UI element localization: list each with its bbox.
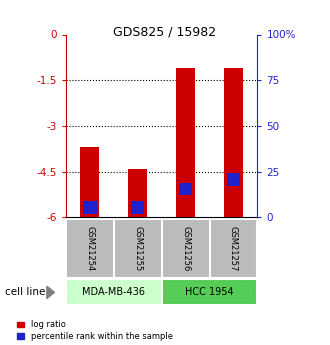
Text: GSM21254: GSM21254 [85,226,94,271]
Bar [176,68,195,217]
Legend: log ratio, percentile rank within the sample: log ratio, percentile rank within the sa… [17,321,173,341]
Text: GSM21255: GSM21255 [133,226,142,271]
Text: GDS825 / 15982: GDS825 / 15982 [114,26,216,39]
Bar [66,219,114,278]
Bar [114,219,162,278]
Text: GSM21257: GSM21257 [229,226,238,271]
Text: MDA-MB-436: MDA-MB-436 [82,287,145,297]
Text: cell line: cell line [5,287,45,297]
Text: HCC 1954: HCC 1954 [185,287,234,297]
Bar [81,147,100,217]
Bar [162,219,210,278]
Bar [83,201,97,214]
Bar [179,183,192,195]
Bar [162,279,257,305]
Bar [66,279,162,305]
Bar [210,219,257,278]
Text: GSM21256: GSM21256 [181,226,190,271]
Bar [224,68,243,217]
Bar [128,169,148,217]
Bar [131,201,145,214]
Bar [227,174,240,186]
